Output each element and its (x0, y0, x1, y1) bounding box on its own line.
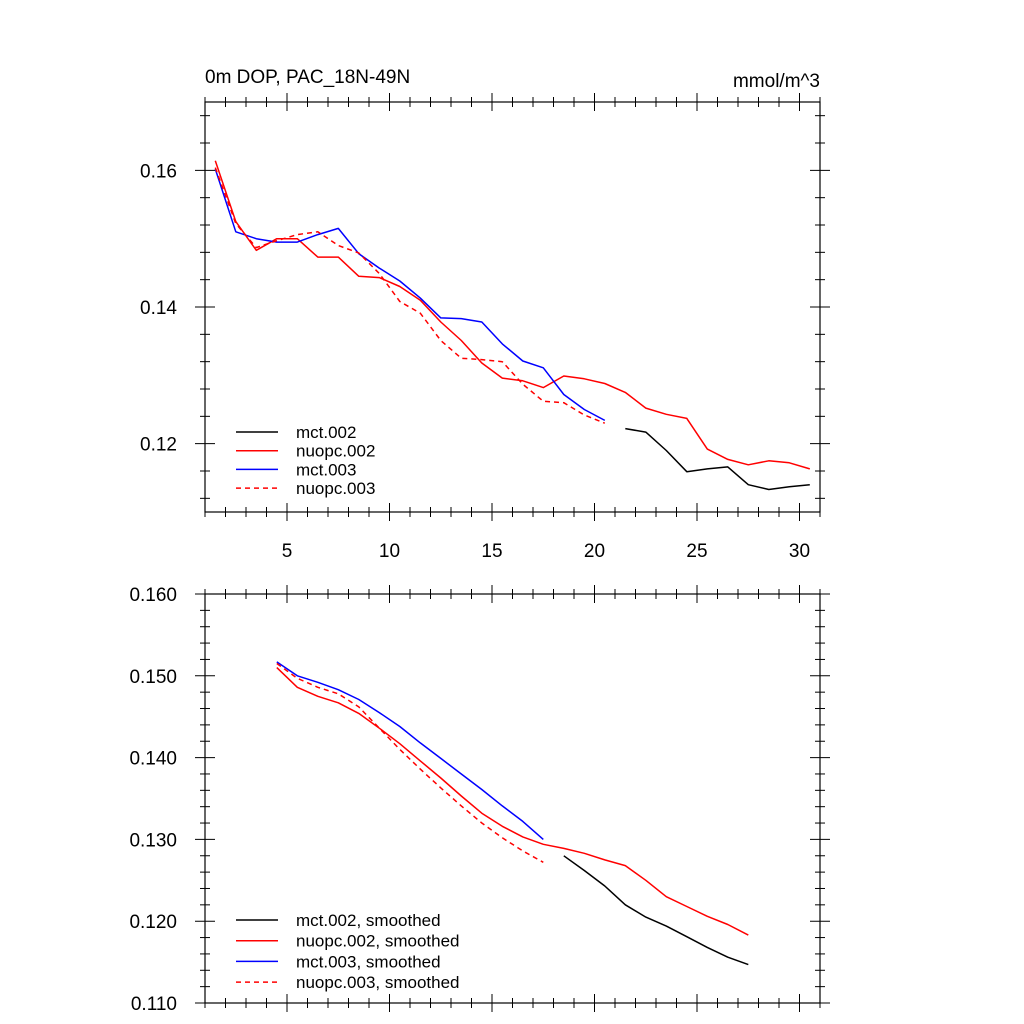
series-line-nuopc-002 (214, 160, 811, 470)
legend-label: nuopc.003 (296, 479, 375, 498)
series-line-mct-003 (214, 168, 606, 422)
y-tick-label: 0.12 (140, 435, 177, 456)
y-tick-label: 0.120 (129, 912, 177, 933)
legend-label: nuopc.003, smoothed (296, 973, 460, 992)
series-line-nuopc-003-smoothed (276, 662, 544, 863)
x-tick-label: 20 (584, 541, 605, 562)
series-line-mct-002-smoothed (563, 855, 749, 966)
chart-title-left: 0m DOP, PAC_18N-49N (205, 67, 410, 88)
y-tick-label: 0.150 (129, 667, 177, 688)
y-tick-label: 0.160 (129, 585, 177, 606)
legend: mct.002, smoothed nuopc.002, smoothedmct.… (236, 911, 460, 992)
y-tick-label: 0.16 (140, 161, 177, 182)
legend-label: nuopc.002 (296, 442, 375, 461)
x-tick-label: 30 (789, 541, 810, 562)
legend-label: nuopc.002, smoothed (296, 932, 460, 951)
series-line-mct-003-smoothed (276, 661, 544, 840)
y-tick-label: 0.140 (129, 749, 177, 770)
legend-label: mct.003 (296, 460, 356, 479)
x-tick-label: 25 (686, 541, 707, 562)
x-tick-label: 15 (481, 541, 502, 562)
series-line-mct-002 (625, 427, 810, 491)
legend-label: mct.002, smoothed (296, 911, 441, 930)
x-tick-label: 5 (282, 541, 293, 562)
y-tick-label: 0.14 (140, 298, 177, 319)
series-line-nuopc-002-smoothed (276, 667, 749, 936)
chart-units-label: mmol/m^3 (733, 71, 820, 92)
series-line-nuopc-003 (214, 167, 606, 424)
legend-label: mct.003, smoothed (296, 952, 441, 971)
legend-label: mct.002 (296, 423, 356, 442)
x-tick-label: 10 (379, 541, 400, 562)
bottom-smoothed-line-plot: 0.110 0.120 0.130 0.140 0.150 0.160 mct.002, s… (129, 585, 830, 1015)
y-tick-label: 0.110 (131, 994, 177, 1015)
top-line-plot: 5 10 15 20 25 30 0.12 0.14 0.16 mct.002nuopc.002m… (140, 93, 830, 562)
y-tick-label: 0.130 (129, 830, 177, 851)
